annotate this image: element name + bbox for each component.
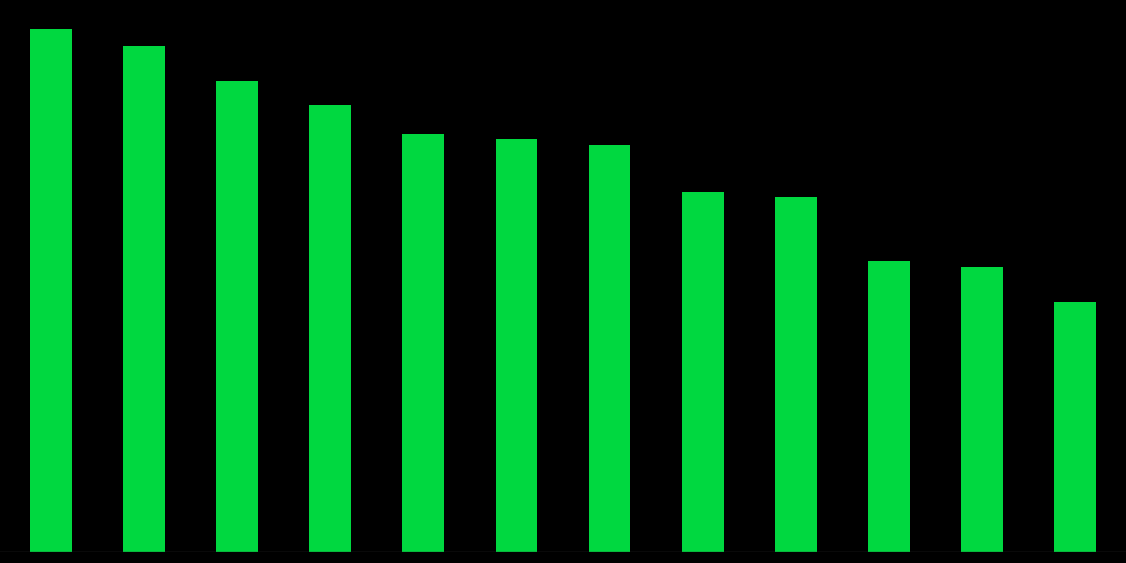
Bar bbox=[681, 191, 724, 552]
Bar bbox=[589, 145, 631, 552]
Bar bbox=[868, 261, 910, 552]
Bar bbox=[775, 198, 816, 552]
Bar bbox=[216, 81, 258, 552]
Bar bbox=[30, 29, 72, 552]
Bar bbox=[1054, 302, 1096, 552]
Bar bbox=[495, 140, 537, 552]
Bar bbox=[960, 267, 1002, 552]
Bar bbox=[310, 105, 351, 552]
Bar bbox=[402, 133, 445, 552]
Bar bbox=[124, 47, 166, 552]
